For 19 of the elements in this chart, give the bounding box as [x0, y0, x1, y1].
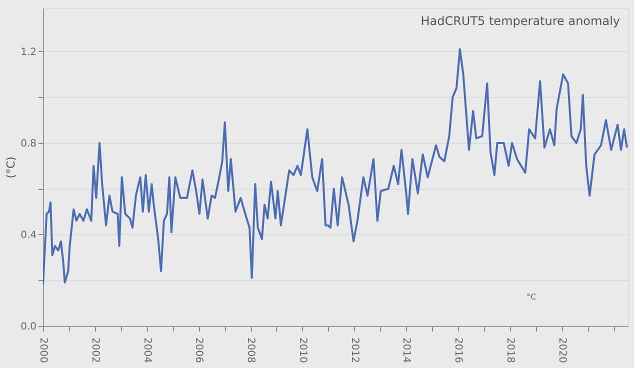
annotation: °C: [526, 292, 537, 302]
text: HadCRUT5 temperature anomaly: [420, 14, 620, 28]
line-series: [43, 48, 628, 286]
x-tick-label: 2004: [141, 338, 152, 363]
y-tick-label: 1.2: [20, 46, 36, 58]
x-tick-label: 2000: [38, 338, 48, 363]
y-tick-label: 0.0: [20, 322, 36, 332]
y-tick-label: 0.8: [20, 138, 36, 150]
x-tick-label: 2012: [348, 338, 360, 363]
x-tick-label: 2014: [400, 338, 412, 363]
x-tick-label: 2010: [296, 338, 308, 363]
x-tick-label: 2002: [89, 338, 100, 363]
y-tick-label: 0.4: [20, 230, 36, 241]
x-tick-label: 2008: [245, 338, 256, 363]
x-tick-label: 2016: [452, 338, 464, 363]
x-tick-label: 2018: [504, 338, 516, 363]
x-tick-label: 2006: [193, 338, 204, 363]
x-tick-label: 2020: [556, 338, 568, 363]
y-axis-title: (°C): [4, 156, 18, 178]
